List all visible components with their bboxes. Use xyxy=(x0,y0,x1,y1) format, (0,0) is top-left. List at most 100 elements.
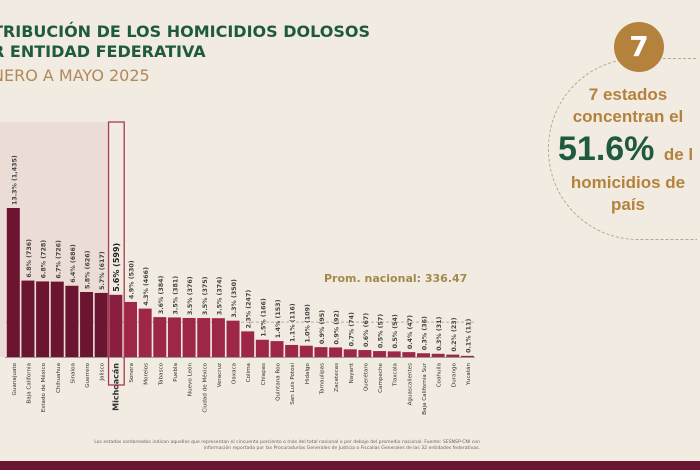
bar-28 xyxy=(417,353,430,357)
bar-31 xyxy=(460,355,474,357)
bar-7 xyxy=(109,294,123,357)
bar-0 xyxy=(6,208,20,357)
value-label: 3.5% (375) xyxy=(202,276,209,315)
bar-22 xyxy=(329,347,343,357)
category-label: Durango xyxy=(451,362,457,387)
category-label: Michoacán xyxy=(111,363,120,411)
average-label: Prom. nacional: 336.47 xyxy=(324,272,468,285)
summary-line3: homicidios de xyxy=(570,173,686,192)
category-label: Tamaulipas xyxy=(319,363,325,395)
bar-23 xyxy=(343,349,357,357)
bar-24 xyxy=(358,350,372,357)
bar-5 xyxy=(80,292,94,357)
value-label: 2.3% (247) xyxy=(246,290,253,329)
value-label: 4.3% (466) xyxy=(143,267,150,306)
value-label: 3.5% (381) xyxy=(172,276,179,315)
bar-12 xyxy=(182,317,196,357)
bar-4 xyxy=(65,285,79,357)
bottom-band xyxy=(0,461,700,470)
value-label: 5.7% (617) xyxy=(99,251,106,290)
category-label: Campeche xyxy=(378,362,384,392)
category-label: Nayarit xyxy=(349,362,355,383)
value-label: 0.3% (31) xyxy=(436,316,443,350)
value-label: 0.6% (67) xyxy=(363,313,370,347)
value-label: 1.0% (109) xyxy=(304,304,311,343)
bar-16 xyxy=(241,331,255,357)
summary-percent-suffix: de l xyxy=(663,145,694,164)
category-label: Baja California xyxy=(26,363,32,404)
value-label: 3.3% (350) xyxy=(231,279,238,318)
value-label: 0.9% (92) xyxy=(334,310,341,344)
bar-20 xyxy=(299,345,313,357)
value-label: 1.1% (116) xyxy=(290,303,297,342)
value-label: 3.6% (384) xyxy=(158,275,165,314)
summary-line1: 7 estados xyxy=(588,85,668,104)
value-label: 6.8% (736) xyxy=(26,239,33,278)
bar-6 xyxy=(94,292,108,357)
category-label: Baja California Sur xyxy=(422,362,428,414)
bar-25 xyxy=(373,351,387,357)
value-label: 6.8% (728) xyxy=(41,240,48,279)
category-label: Quintana Roo xyxy=(276,362,282,400)
value-label: 0.2% (23) xyxy=(451,317,458,351)
highlight-box xyxy=(107,121,125,386)
category-label: Estado de México xyxy=(40,362,47,412)
category-label: Nuevo León xyxy=(187,363,194,397)
footnote: Los estados sombreados indican aquellos … xyxy=(94,440,480,451)
category-label: Jalisco xyxy=(100,362,106,381)
value-label: 1.4% (153) xyxy=(275,299,282,338)
value-label: 0.5% (54) xyxy=(392,314,399,348)
category-label: Tlaxcala xyxy=(393,363,399,387)
category-label: Guerrero xyxy=(85,362,91,387)
summary-percent: 51.6% de l xyxy=(558,130,693,169)
category-label: Sonora xyxy=(129,363,135,383)
summary-percent-value: 51.6% xyxy=(558,130,655,168)
category-label: Morelos xyxy=(144,363,150,385)
category-label: Chiapas xyxy=(261,363,267,385)
bar-14 xyxy=(211,318,225,357)
bar-26 xyxy=(387,351,401,357)
value-label: 0.1% (11) xyxy=(465,319,472,353)
value-label: 0.5% (57) xyxy=(378,314,385,348)
category-label: Veracruz xyxy=(217,363,223,387)
category-label: San Luis Potosí xyxy=(289,363,296,405)
summary-line2: concentran el xyxy=(572,107,684,126)
category-label: Ciudad de México xyxy=(201,362,208,412)
bar-11 xyxy=(167,317,181,357)
bar-10 xyxy=(153,317,167,357)
value-label: 4.9% (530) xyxy=(129,260,136,299)
bar-3 xyxy=(50,281,64,357)
category-label: Zacatecas xyxy=(334,363,340,392)
value-label: 1.5% (166) xyxy=(260,298,267,337)
chart-title: TRIBUCIÓN DE LOS HOMICIDIOS DOLOSOS R EN… xyxy=(0,22,370,61)
bar-29 xyxy=(431,353,445,357)
bar-21 xyxy=(314,347,328,357)
value-label: 6.7% (726) xyxy=(55,240,62,279)
value-label: 0.4% (47) xyxy=(407,315,414,349)
bar-30 xyxy=(446,354,460,357)
value-label: 5.8% (626) xyxy=(85,250,92,289)
value-label: 0.7% (74) xyxy=(348,312,355,346)
category-label: Yucatán xyxy=(465,363,472,386)
chart-subtitle: NERO A MAYO 2025 xyxy=(0,66,150,85)
value-label: 0.3% (36) xyxy=(422,316,429,350)
bar-8 xyxy=(124,301,137,357)
bar-27 xyxy=(402,352,416,357)
category-label: Chihuahua xyxy=(56,363,62,393)
value-label: 13.3% (1,435) xyxy=(11,155,18,205)
category-label: Aguascalientes xyxy=(407,363,413,405)
summary-line4: país xyxy=(610,195,646,214)
bar-2 xyxy=(36,281,50,357)
category-label: Oaxaca xyxy=(232,363,238,384)
value-label: 0.9% (95) xyxy=(319,310,326,344)
bar-17 xyxy=(255,339,269,357)
bar-19 xyxy=(285,344,299,357)
category-label: Querétaro xyxy=(362,362,369,391)
value-label: 6.4% (686) xyxy=(70,244,77,283)
category-label: Coahuila xyxy=(437,363,443,387)
value-label: 5.6% (599) xyxy=(112,243,121,292)
category-label: Guanajuato xyxy=(12,362,18,395)
bar-13 xyxy=(197,318,211,357)
category-label: Hidalgo xyxy=(305,362,311,384)
count-badge: 7 xyxy=(614,22,664,72)
